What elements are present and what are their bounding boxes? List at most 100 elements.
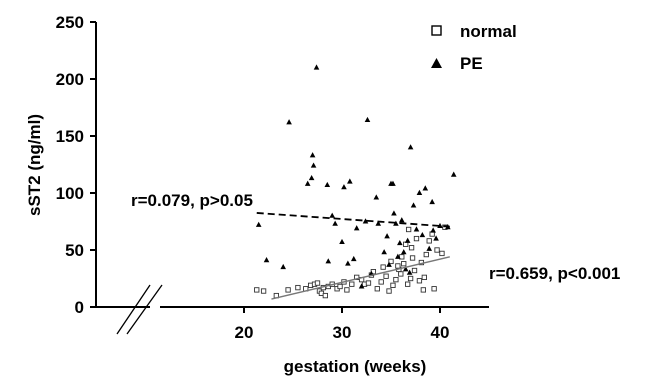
data-point-pe — [419, 231, 426, 238]
legend-marker-pe — [431, 58, 442, 68]
data-point-normal — [416, 278, 423, 284]
data-point-pe — [310, 162, 317, 168]
data-point-normal — [337, 283, 343, 290]
data-point-pe — [358, 283, 365, 289]
data-point-normal — [374, 286, 380, 292]
data-point-normal — [413, 235, 420, 242]
regression-line-normal — [271, 256, 450, 300]
y-tick-label: 100 — [56, 184, 84, 203]
points-group — [254, 64, 457, 299]
data-point-pe — [325, 258, 332, 264]
x-axis-label: gestation (weeks) — [284, 357, 427, 376]
data-point-normal — [431, 286, 437, 292]
data-point-pe — [347, 178, 353, 184]
data-point-pe — [422, 185, 429, 191]
data-point-normal — [398, 271, 404, 277]
x-tick-label: 30 — [333, 323, 352, 342]
legend-label-pe: PE — [460, 54, 483, 73]
data-point-pe — [391, 210, 397, 216]
data-point-pe — [350, 255, 357, 262]
annotation-pe-correlation: r=0.079, p>0.05 — [131, 191, 253, 210]
data-point-pe — [402, 266, 409, 272]
data-point-normal — [411, 267, 418, 274]
legend-label-normal: normal — [460, 22, 517, 41]
data-point-pe — [430, 227, 436, 233]
data-point-pe — [386, 261, 392, 267]
data-point-normal — [426, 238, 432, 244]
data-point-normal — [254, 287, 260, 293]
data-point-normal — [378, 279, 384, 285]
x-tick-label: 40 — [431, 323, 450, 342]
data-point-pe — [373, 194, 380, 200]
y-axis-label: sST2 (ng/ml) — [25, 114, 44, 216]
data-point-pe — [304, 180, 311, 186]
data-point-pe — [263, 257, 270, 263]
data-point-pe — [426, 245, 433, 251]
data-point-pe — [429, 198, 435, 205]
data-point-normal — [380, 264, 386, 270]
data-point-normal — [314, 280, 321, 286]
data-point-pe — [362, 218, 369, 224]
data-point-normal — [408, 245, 415, 251]
data-point-pe — [329, 212, 335, 218]
legend: normal PE — [431, 22, 517, 73]
data-point-normal — [285, 287, 291, 293]
data-point-normal — [401, 261, 407, 267]
data-point-normal — [405, 281, 411, 287]
x-tick-label: 20 — [235, 323, 254, 342]
legend-marker-normal — [431, 25, 442, 36]
data-point-pe — [390, 180, 396, 186]
data-point-normal — [388, 258, 394, 265]
annotation-normal-correlation: r=0.659, p<0.001 — [489, 264, 620, 283]
data-point-normal — [421, 274, 427, 281]
data-point-normal — [439, 250, 445, 257]
data-point-pe — [406, 269, 413, 275]
data-point-pe — [397, 239, 403, 246]
data-point-normal — [322, 292, 328, 299]
data-point-normal — [395, 263, 401, 269]
data-point-pe — [280, 263, 286, 270]
data-point-pe — [341, 184, 347, 190]
data-point-pe — [393, 220, 399, 226]
data-point-normal — [405, 226, 412, 233]
regression-line-pe — [256, 212, 450, 228]
data-point-pe — [450, 171, 457, 177]
data-point-normal — [295, 284, 301, 291]
data-point-normal — [365, 280, 372, 286]
data-point-pe — [286, 119, 292, 125]
axes-group: 0 50 100 150 200 250 20 30 40 — [56, 13, 489, 342]
data-point-pe — [324, 181, 331, 188]
data-point-normal — [344, 287, 350, 293]
data-point-pe — [413, 226, 420, 232]
data-point-pe — [437, 222, 443, 229]
data-point-pe — [364, 116, 371, 123]
data-point-pe — [353, 225, 360, 231]
data-point-normal — [420, 287, 426, 293]
data-point-pe — [384, 233, 390, 239]
data-point-pe — [339, 238, 345, 245]
data-point-pe — [433, 235, 439, 241]
data-point-pe — [345, 260, 351, 266]
data-point-pe — [398, 217, 405, 223]
data-point-normal — [423, 251, 429, 258]
data-point-normal — [386, 288, 392, 294]
data-point-normal — [407, 275, 414, 282]
data-point-pe — [308, 174, 315, 181]
data-point-pe — [416, 189, 423, 195]
x-axis-break-mark — [116, 284, 151, 335]
data-point-pe — [400, 249, 407, 255]
data-point-pe — [313, 64, 320, 70]
regression-lines-group — [256, 212, 450, 300]
data-point-pe — [410, 202, 417, 208]
data-point-pe — [381, 249, 387, 255]
y-tick-label: 150 — [56, 127, 84, 146]
data-point-normal — [260, 288, 267, 294]
y-tick-label: 0 — [75, 298, 84, 317]
y-tick-label: 200 — [56, 70, 84, 89]
data-point-normal — [349, 281, 355, 287]
data-point-normal — [390, 282, 396, 288]
data-point-pe — [404, 237, 411, 243]
data-point-normal — [393, 276, 399, 283]
data-point-pe — [309, 152, 316, 158]
